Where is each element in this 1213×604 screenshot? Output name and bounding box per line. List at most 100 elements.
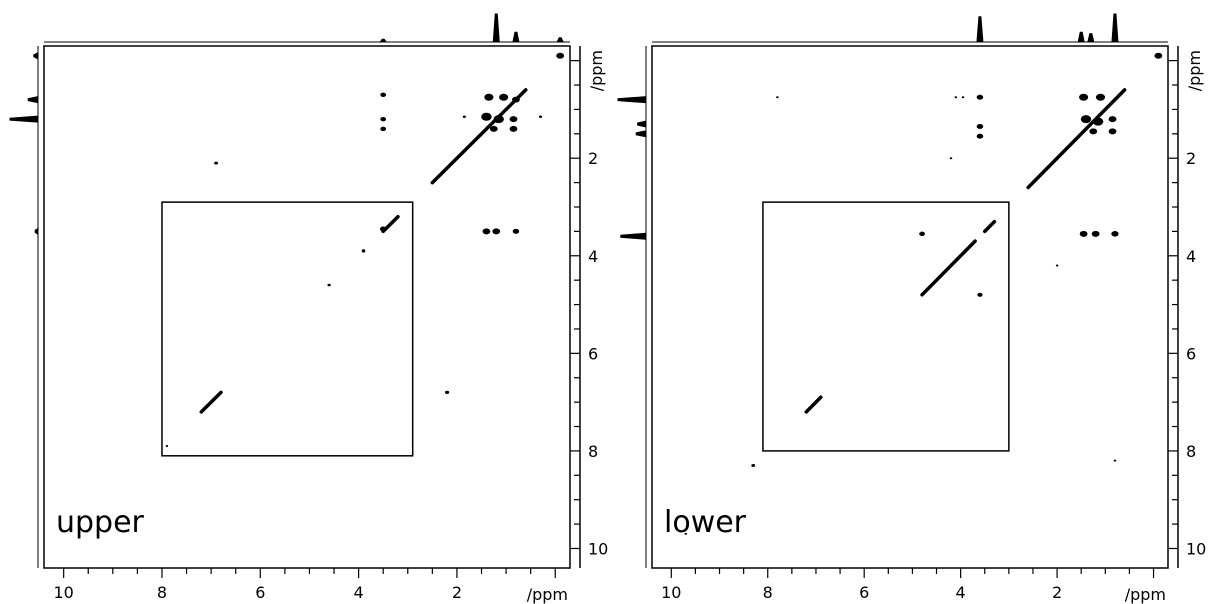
- cross-peak: [977, 292, 983, 297]
- cross-peak: [961, 96, 965, 99]
- cross-peak: [481, 112, 492, 121]
- top-projection-peak: [379, 38, 387, 43]
- y-axis-label: /ppm: [1185, 50, 1204, 91]
- left-projection-peak: [620, 232, 647, 240]
- y-tick-label: 4: [588, 247, 598, 266]
- diagonal-peak-segment: [430, 88, 528, 185]
- x-tick-label: 10: [53, 583, 73, 602]
- cross-peak: [512, 96, 520, 103]
- cross-peak: [214, 161, 219, 165]
- diagonal-peak-segment: [920, 239, 977, 297]
- inset-box: [762, 201, 1010, 452]
- y-tick-label: 8: [1186, 442, 1196, 461]
- x-tick-label: 8: [157, 583, 167, 602]
- cross-peak: [512, 228, 520, 234]
- diagonal-peak-segment: [1026, 88, 1127, 190]
- top-projection-peak: [492, 13, 500, 43]
- cross-peak: [379, 226, 387, 232]
- left-projection: [9, 46, 39, 568]
- top-projection-peak: [512, 31, 520, 43]
- cross-peak: [165, 445, 169, 448]
- plot-frame: [651, 45, 1169, 569]
- panel-label: upper: [56, 505, 145, 540]
- panel-upper: 10 8 6 4 2/ppm 2 4 6 8 10/ppm upper: [9, 13, 608, 604]
- cross-peak: [462, 115, 466, 118]
- y-tick-label: 2: [1186, 149, 1196, 168]
- x-tick-label: 2: [1052, 583, 1062, 602]
- left-projection-peak: [635, 130, 647, 138]
- left-projection-peak: [617, 96, 647, 104]
- cross-peak: [1092, 117, 1104, 126]
- cross-peak: [493, 115, 504, 124]
- left-projection-peak: [637, 120, 647, 128]
- x-tick-label: 4: [956, 583, 966, 602]
- cross-peak: [509, 116, 518, 123]
- cross-peak: [976, 123, 984, 129]
- cross-peak: [954, 96, 958, 99]
- left-projection-peak: [34, 227, 39, 235]
- cross-peak: [1079, 230, 1088, 237]
- cross-peak: [1091, 230, 1100, 237]
- top-projection-peak: [976, 16, 984, 43]
- cross-peak: [492, 228, 501, 235]
- y-axis-label: /ppm: [587, 50, 606, 91]
- cross-peak: [1154, 52, 1163, 59]
- cross-peak: [751, 464, 756, 468]
- cross-peak: [538, 115, 543, 118]
- cross-peak: [1111, 231, 1119, 237]
- cross-peak: [489, 125, 498, 132]
- cross-peak: [327, 283, 331, 287]
- y-tick-label: 6: [1186, 344, 1196, 363]
- cross-peak: [445, 390, 450, 394]
- x-axis-label: /ppm: [527, 585, 568, 604]
- diagonal-peak-segment: [804, 395, 823, 414]
- cross-peak: [509, 125, 518, 132]
- top-projection-peak: [1087, 33, 1095, 43]
- cross-peak: [380, 116, 387, 122]
- cross-peak: [1055, 264, 1059, 267]
- top-projection: [652, 13, 1168, 43]
- cross-peak: [482, 228, 491, 235]
- x-tick-label: 2: [452, 583, 462, 602]
- cross-peak: [976, 94, 984, 100]
- x-tick-label: 6: [859, 583, 869, 602]
- cross-peak: [380, 126, 387, 132]
- cross-peak: [1079, 93, 1089, 101]
- cross-peak: [556, 52, 565, 59]
- left-projection-peak: [27, 96, 39, 104]
- y-tick-label: 8: [588, 442, 598, 461]
- cross-peak: [919, 231, 925, 237]
- left-projection-peak: [33, 52, 39, 60]
- inset-box: [161, 201, 414, 457]
- x-tick-label: 6: [255, 583, 265, 602]
- top-projection-peak: [1077, 31, 1085, 43]
- panel-label: lower: [664, 505, 747, 540]
- y-tick-label: 2: [588, 149, 598, 168]
- cross-peak: [1108, 116, 1117, 123]
- top-projection-peak: [556, 37, 564, 43]
- cross-peak: [684, 532, 688, 535]
- x-tick-label: 8: [763, 583, 773, 602]
- left-projection-peak: [9, 115, 39, 123]
- cross-peak: [1108, 128, 1117, 135]
- cross-peak: [380, 92, 387, 97]
- top-projection: [44, 13, 570, 43]
- x-axis-label: /ppm: [1125, 585, 1166, 604]
- cross-peak: [484, 93, 494, 101]
- top-projection-peak: [1111, 13, 1119, 43]
- cross-peak: [1080, 115, 1092, 124]
- left-projection: [617, 46, 647, 568]
- cross-peak: [1089, 128, 1098, 135]
- x-tick-label: 10: [661, 583, 681, 602]
- x-tick-label: 4: [354, 583, 364, 602]
- plot-frame: [43, 45, 571, 569]
- cross-peak: [976, 133, 984, 139]
- y-tick-label: 10: [588, 539, 608, 558]
- cross-peak: [499, 93, 509, 101]
- panel-lower: 10 8 6 4 2/ppm 2 4 6 8 10/ppm lower: [617, 13, 1206, 604]
- cross-peak: [776, 96, 779, 99]
- cross-peak: [1095, 93, 1106, 101]
- diagonal-peak-segment: [199, 390, 223, 414]
- y-tick-label: 4: [1186, 247, 1196, 266]
